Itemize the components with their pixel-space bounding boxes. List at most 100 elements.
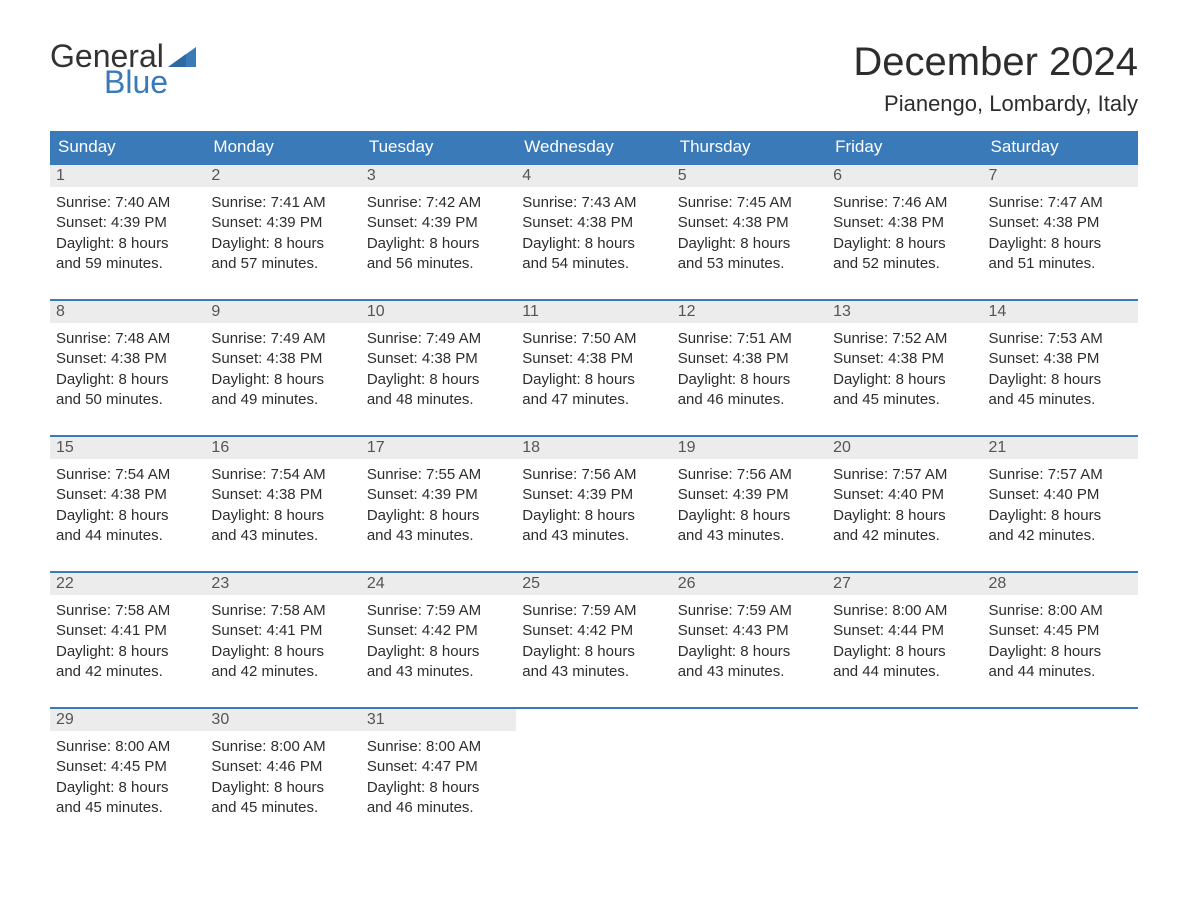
day-body: Sunrise: 7:54 AMSunset: 4:38 PMDaylight:… <box>205 459 360 546</box>
weekday-header: Sunday <box>50 131 205 163</box>
day-number: 7 <box>983 165 1138 187</box>
week-row: 22Sunrise: 7:58 AMSunset: 4:41 PMDayligh… <box>50 571 1138 683</box>
day-d2: and 51 minutes. <box>989 254 1132 274</box>
day-d2: and 49 minutes. <box>211 390 354 410</box>
day-d1: Daylight: 8 hours <box>367 234 510 254</box>
day-sunset: Sunset: 4:38 PM <box>56 349 199 369</box>
day-number: 13 <box>827 301 982 323</box>
day-body: Sunrise: 7:40 AMSunset: 4:39 PMDaylight:… <box>50 187 205 274</box>
week-row: 29Sunrise: 8:00 AMSunset: 4:45 PMDayligh… <box>50 707 1138 819</box>
day-body: Sunrise: 7:41 AMSunset: 4:39 PMDaylight:… <box>205 187 360 274</box>
day-d1: Daylight: 8 hours <box>56 642 199 662</box>
day-body: Sunrise: 7:50 AMSunset: 4:38 PMDaylight:… <box>516 323 671 410</box>
day-number: 6 <box>827 165 982 187</box>
day-sunset: Sunset: 4:38 PM <box>56 485 199 505</box>
day-d2: and 42 minutes. <box>989 526 1132 546</box>
day-number: 16 <box>205 437 360 459</box>
weekday-header: Thursday <box>672 131 827 163</box>
day-d1: Daylight: 8 hours <box>211 234 354 254</box>
day-number: 10 <box>361 301 516 323</box>
day-sunset: Sunset: 4:39 PM <box>211 213 354 233</box>
day-sunset: Sunset: 4:47 PM <box>367 757 510 777</box>
day-sunrise: Sunrise: 7:54 AM <box>56 465 199 485</box>
day-cell: 16Sunrise: 7:54 AMSunset: 4:38 PMDayligh… <box>205 437 360 547</box>
day-cell <box>516 709 671 819</box>
day-d1: Daylight: 8 hours <box>833 234 976 254</box>
day-number: 18 <box>516 437 671 459</box>
day-sunrise: Sunrise: 8:00 AM <box>211 737 354 757</box>
day-cell: 15Sunrise: 7:54 AMSunset: 4:38 PMDayligh… <box>50 437 205 547</box>
day-number: 23 <box>205 573 360 595</box>
logo-flag-icon <box>168 47 196 67</box>
day-sunrise: Sunrise: 8:00 AM <box>56 737 199 757</box>
day-d2: and 57 minutes. <box>211 254 354 274</box>
day-sunrise: Sunrise: 7:56 AM <box>522 465 665 485</box>
day-cell: 23Sunrise: 7:58 AMSunset: 4:41 PMDayligh… <box>205 573 360 683</box>
day-body: Sunrise: 7:56 AMSunset: 4:39 PMDaylight:… <box>516 459 671 546</box>
day-number: 25 <box>516 573 671 595</box>
day-sunset: Sunset: 4:43 PM <box>678 621 821 641</box>
month-title: December 2024 <box>853 40 1138 85</box>
header: General Blue December 2024 Pianengo, Lom… <box>50 40 1138 117</box>
weekday-header: Friday <box>827 131 982 163</box>
day-d1: Daylight: 8 hours <box>522 506 665 526</box>
day-d2: and 43 minutes. <box>678 526 821 546</box>
day-d1: Daylight: 8 hours <box>989 370 1132 390</box>
week-row: 1Sunrise: 7:40 AMSunset: 4:39 PMDaylight… <box>50 163 1138 275</box>
day-body: Sunrise: 7:53 AMSunset: 4:38 PMDaylight:… <box>983 323 1138 410</box>
day-cell <box>672 709 827 819</box>
day-body: Sunrise: 7:57 AMSunset: 4:40 PMDaylight:… <box>983 459 1138 546</box>
day-number: 21 <box>983 437 1138 459</box>
day-d1: Daylight: 8 hours <box>211 642 354 662</box>
day-sunset: Sunset: 4:44 PM <box>833 621 976 641</box>
day-d2: and 47 minutes. <box>522 390 665 410</box>
day-d1: Daylight: 8 hours <box>367 370 510 390</box>
day-cell: 22Sunrise: 7:58 AMSunset: 4:41 PMDayligh… <box>50 573 205 683</box>
day-sunset: Sunset: 4:46 PM <box>211 757 354 777</box>
day-cell: 10Sunrise: 7:49 AMSunset: 4:38 PMDayligh… <box>361 301 516 411</box>
day-d2: and 50 minutes. <box>56 390 199 410</box>
day-sunset: Sunset: 4:38 PM <box>833 349 976 369</box>
day-cell: 6Sunrise: 7:46 AMSunset: 4:38 PMDaylight… <box>827 165 982 275</box>
day-sunrise: Sunrise: 7:41 AM <box>211 193 354 213</box>
day-number: 29 <box>50 709 205 731</box>
day-d1: Daylight: 8 hours <box>678 642 821 662</box>
day-d2: and 48 minutes. <box>367 390 510 410</box>
weekday-header: Tuesday <box>361 131 516 163</box>
day-body: Sunrise: 8:00 AMSunset: 4:47 PMDaylight:… <box>361 731 516 818</box>
day-cell: 20Sunrise: 7:57 AMSunset: 4:40 PMDayligh… <box>827 437 982 547</box>
day-body: Sunrise: 7:54 AMSunset: 4:38 PMDaylight:… <box>50 459 205 546</box>
day-number: 15 <box>50 437 205 459</box>
day-d1: Daylight: 8 hours <box>367 642 510 662</box>
day-sunset: Sunset: 4:40 PM <box>989 485 1132 505</box>
day-sunset: Sunset: 4:38 PM <box>989 349 1132 369</box>
day-number: 19 <box>672 437 827 459</box>
day-sunrise: Sunrise: 8:00 AM <box>989 601 1132 621</box>
day-d1: Daylight: 8 hours <box>989 642 1132 662</box>
day-cell: 31Sunrise: 8:00 AMSunset: 4:47 PMDayligh… <box>361 709 516 819</box>
day-cell: 29Sunrise: 8:00 AMSunset: 4:45 PMDayligh… <box>50 709 205 819</box>
day-sunset: Sunset: 4:45 PM <box>989 621 1132 641</box>
day-number: 8 <box>50 301 205 323</box>
day-sunrise: Sunrise: 7:58 AM <box>211 601 354 621</box>
day-sunrise: Sunrise: 7:50 AM <box>522 329 665 349</box>
day-body: Sunrise: 8:00 AMSunset: 4:46 PMDaylight:… <box>205 731 360 818</box>
day-d2: and 46 minutes. <box>678 390 821 410</box>
day-sunrise: Sunrise: 7:48 AM <box>56 329 199 349</box>
location-subtitle: Pianengo, Lombardy, Italy <box>853 91 1138 117</box>
day-sunset: Sunset: 4:38 PM <box>522 349 665 369</box>
day-body: Sunrise: 7:43 AMSunset: 4:38 PMDaylight:… <box>516 187 671 274</box>
day-d2: and 42 minutes. <box>56 662 199 682</box>
day-d2: and 56 minutes. <box>367 254 510 274</box>
day-cell: 25Sunrise: 7:59 AMSunset: 4:42 PMDayligh… <box>516 573 671 683</box>
day-number: 3 <box>361 165 516 187</box>
day-sunrise: Sunrise: 7:42 AM <box>367 193 510 213</box>
day-body: Sunrise: 7:48 AMSunset: 4:38 PMDaylight:… <box>50 323 205 410</box>
day-sunrise: Sunrise: 7:59 AM <box>678 601 821 621</box>
day-sunrise: Sunrise: 7:47 AM <box>989 193 1132 213</box>
day-sunset: Sunset: 4:42 PM <box>522 621 665 641</box>
day-number: 12 <box>672 301 827 323</box>
day-cell: 12Sunrise: 7:51 AMSunset: 4:38 PMDayligh… <box>672 301 827 411</box>
day-sunrise: Sunrise: 8:00 AM <box>833 601 976 621</box>
day-sunset: Sunset: 4:42 PM <box>367 621 510 641</box>
